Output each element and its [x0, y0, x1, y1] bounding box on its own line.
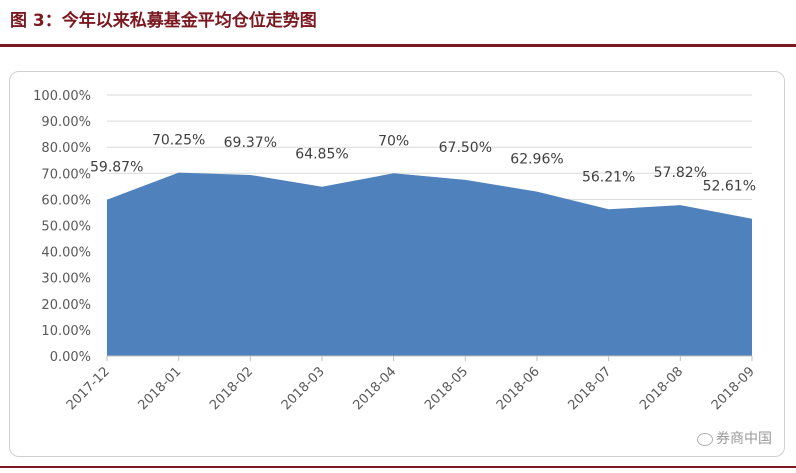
bottom-divider	[0, 466, 796, 468]
x-tick-label: 2018-06	[494, 364, 543, 413]
figure-title: 图 3：今年以来私募基金平均仓位走势图	[10, 11, 317, 31]
y-tick-label: 90.00%	[41, 115, 91, 130]
x-tick-label: 2018-07	[565, 364, 614, 413]
watermark-text: 券商中国	[716, 431, 772, 447]
x-tick-label: 2018-08	[637, 364, 686, 413]
data-label: 57.82%	[654, 165, 707, 181]
y-tick-label: 80.00%	[41, 141, 91, 156]
x-tick-label: 2018-04	[350, 364, 399, 413]
data-label: 64.85%	[295, 147, 348, 163]
data-label: 69.37%	[224, 135, 277, 151]
y-tick-label: 70.00%	[41, 167, 91, 182]
data-label: 59.87%	[90, 160, 143, 176]
data-label: 70.25%	[152, 133, 205, 149]
data-label: 70%	[378, 133, 409, 149]
y-tick-label: 50.00%	[41, 220, 91, 235]
data-label: 67.50%	[439, 140, 492, 156]
data-label: 52.61%	[703, 179, 756, 195]
wechat-icon	[697, 432, 713, 446]
x-tick-label: 2018-02	[207, 364, 256, 413]
y-tick-label: 10.00%	[41, 324, 91, 339]
x-tick-label: 2018-05	[422, 364, 471, 413]
data-label: 62.96%	[510, 152, 563, 168]
top-divider	[0, 44, 796, 47]
x-tick-label: 2018-03	[279, 364, 328, 413]
x-tick-label: 2018-01	[135, 364, 184, 413]
x-tick-label: 2017-12	[64, 364, 113, 413]
y-tick-label: 100.00%	[33, 89, 91, 104]
watermark: 券商中国	[697, 428, 772, 448]
data-label: 56.21%	[582, 169, 635, 185]
y-tick-label: 20.00%	[41, 298, 91, 313]
series-area	[107, 172, 752, 356]
y-tick-label: 0.00%	[50, 350, 91, 365]
y-tick-label: 60.00%	[41, 193, 91, 208]
y-tick-label: 40.00%	[41, 246, 91, 261]
y-tick-label: 30.00%	[41, 272, 91, 287]
x-tick-label: 2018-09	[709, 364, 758, 413]
